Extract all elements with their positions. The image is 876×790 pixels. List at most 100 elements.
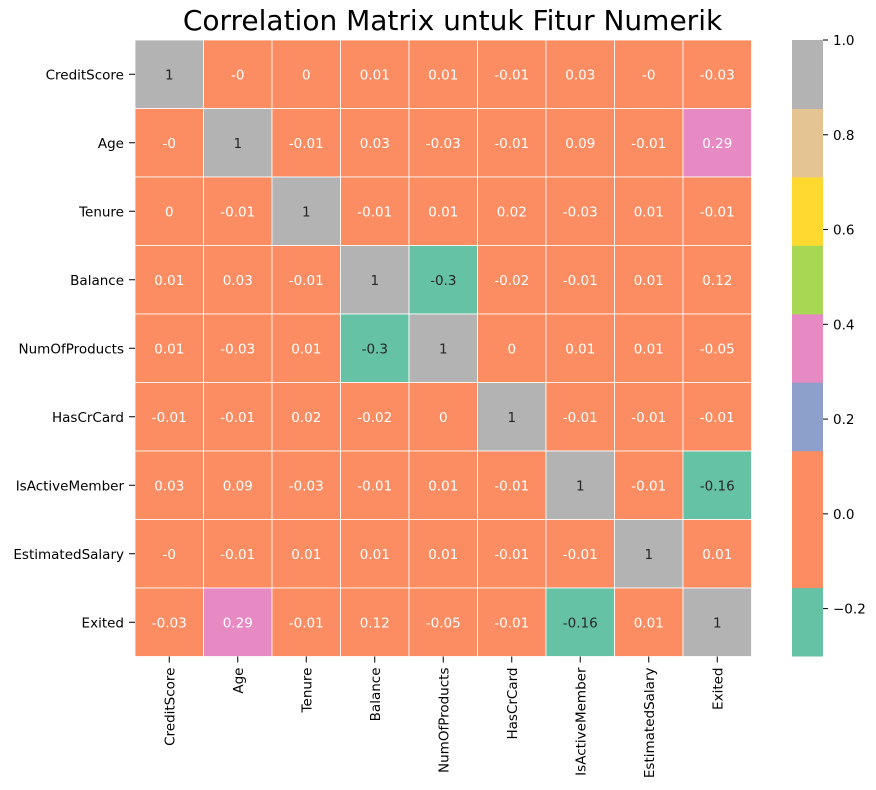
heatmap-cells: [134, 39, 752, 657]
heatmap-cell: [682, 176, 752, 246]
heatmap-cell: [340, 245, 410, 315]
cell-value-label: -0.01: [494, 478, 529, 494]
cell-value-label: -0: [163, 136, 176, 152]
cell-value-label: 0.09: [223, 478, 253, 494]
heatmap-cell: [614, 587, 684, 657]
cell-value-label: 0.12: [360, 615, 390, 631]
cell-value-label: -0.01: [700, 410, 735, 426]
heatmap-cell: [545, 382, 615, 452]
cell-value-label: 0.01: [428, 478, 458, 494]
heatmap-cell: [477, 176, 547, 246]
colorbar-tick-label: −0.2: [833, 602, 866, 618]
heatmap-cell: [614, 39, 684, 109]
colorbar-segment: [792, 450, 823, 520]
cell-value-label: 1: [644, 547, 653, 563]
heatmap-cell: [271, 176, 341, 246]
cell-value-label: 0.01: [565, 341, 595, 357]
cell-value-label: -0.01: [631, 136, 666, 152]
heatmap-cell: [203, 382, 273, 452]
cell-value-label: 0: [302, 67, 311, 83]
heatmap-cell: [203, 313, 273, 383]
cell-value-label: -0.3: [430, 273, 456, 289]
heatmap-cell: [477, 587, 547, 657]
x-tick-label: Age: [231, 668, 247, 694]
heatmap-cell: [134, 108, 204, 178]
heatmap-cell: [614, 450, 684, 520]
colorbar-segment: [792, 108, 823, 178]
heatmap-cell: [271, 313, 341, 383]
y-tick-label: IsActiveMember: [16, 478, 125, 494]
cell-value-label: 0.01: [428, 204, 458, 220]
x-tick-label: HasCrCard: [505, 668, 521, 740]
cell-value-label: -0.02: [494, 273, 529, 289]
cell-value-label: -0.03: [220, 341, 255, 357]
cell-value-label: -0.01: [563, 273, 598, 289]
cell-value-label: -0.01: [563, 410, 598, 426]
cell-value-label: -0.03: [152, 615, 187, 631]
heatmap-cell: [682, 313, 752, 383]
cell-value-label: -0.01: [289, 136, 324, 152]
cell-value-label: 1: [507, 410, 516, 426]
cell-value-label: 1: [165, 67, 174, 83]
cell-value-label: 0.01: [428, 547, 458, 563]
heatmap-cell: [340, 176, 410, 246]
x-tick-label: EstimatedSalary: [642, 667, 658, 778]
heatmap-cell-labels: 1 -0 0 0.01 0.01 -0.01 0.03 -0 -0.03 -0 1 -0.01 0.03…: [152, 67, 735, 631]
y-tick-label: Balance: [70, 273, 124, 289]
x-tick-label: Exited: [710, 668, 726, 710]
colorbar-segment: [792, 176, 823, 246]
cell-value-label: -0: [163, 547, 176, 563]
heatmap-cell: [682, 519, 752, 589]
cell-value-label: -0: [231, 67, 244, 83]
cell-value-label: -0.02: [357, 410, 392, 426]
cell-value-label: -0: [642, 67, 655, 83]
heatmap-cell: [477, 382, 547, 452]
cell-value-label: 0.01: [360, 547, 390, 563]
colorbar-tick-label: 0.8: [833, 128, 854, 144]
colorbar-segment: [792, 382, 823, 452]
heatmap-cell: [477, 519, 547, 589]
cell-value-label: 0.01: [428, 67, 458, 83]
x-tick-label: Tenure: [299, 668, 315, 714]
cell-value-label: -0.01: [152, 410, 187, 426]
cell-value-label: 0.09: [565, 136, 595, 152]
heatmap-cell: [203, 450, 273, 520]
cell-value-label: 1: [713, 615, 722, 631]
heatmap-cell: [134, 176, 204, 246]
colorbar-segment: [792, 40, 823, 109]
heatmap-cell: [682, 587, 752, 657]
cell-value-label: -0.01: [494, 67, 529, 83]
heatmap-cell: [408, 176, 478, 246]
cell-value-label: -0.01: [700, 204, 735, 220]
colorbar-tick-label: 0.4: [833, 317, 854, 333]
cell-value-label: 0.01: [702, 547, 732, 563]
heatmap-cell: [408, 519, 478, 589]
cell-value-label: -0.03: [700, 67, 735, 83]
heatmap-cell: [271, 245, 341, 315]
heatmap-cell: [134, 450, 204, 520]
heatmap-cell: [408, 450, 478, 520]
heatmap-cell: [614, 245, 684, 315]
x-tick-label: IsActiveMember: [573, 667, 589, 776]
y-tick-label: Tenure: [78, 204, 124, 220]
heatmap-cell: [682, 450, 752, 520]
cell-value-label: 0.03: [565, 67, 595, 83]
cell-value-label: 0.01: [154, 273, 184, 289]
heatmap-cell: [614, 108, 684, 178]
heatmap-cell: [545, 176, 615, 246]
cell-value-label: -0.16: [700, 478, 735, 494]
y-tick-label: CreditScore: [46, 67, 124, 83]
heatmap-cell: [477, 313, 547, 383]
heatmap-cell: [545, 108, 615, 178]
y-axis-ticks: CreditScore Age Tenure Balance NumOfProducts…: [13, 67, 135, 631]
colorbar-segment: [792, 245, 823, 315]
chart-title: Correlation Matrix untuk Fitur Numerik: [182, 4, 723, 37]
heatmap-cell: [682, 39, 752, 109]
colorbar-segment: [792, 587, 823, 657]
heatmap-cell: [545, 587, 615, 657]
colorbar-tick-label: 1.0: [833, 33, 854, 49]
x-tick-label: NumOfProducts: [436, 668, 452, 773]
heatmap-cell: [408, 108, 478, 178]
cell-value-label: 0.02: [497, 204, 527, 220]
